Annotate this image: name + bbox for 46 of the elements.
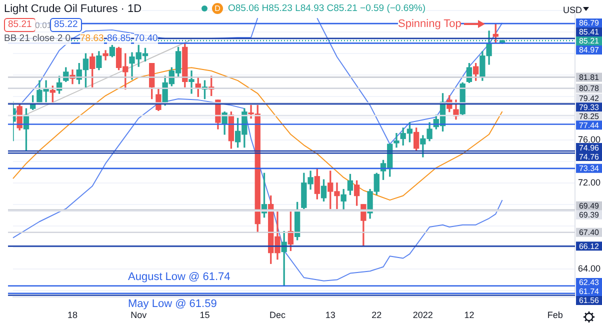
x-tick-label: Feb bbox=[547, 310, 563, 320]
ref-line-label: 61.74 bbox=[578, 287, 600, 296]
chart-title: Light Crude Oil Futures · 1D bbox=[4, 3, 142, 15]
ref-line-label: 67.40 bbox=[578, 228, 600, 238]
ref-line-label: 80.78 bbox=[578, 84, 600, 94]
ref-line-label: 74.76 bbox=[578, 152, 600, 162]
annotation: USD bbox=[563, 4, 582, 16]
ref-line-label: 84.97 bbox=[578, 46, 600, 55]
ref-line-label: 66.12 bbox=[578, 242, 600, 251]
ref-line-label: 77.44 bbox=[578, 120, 600, 130]
ref-line-label: 69.49 bbox=[578, 202, 600, 211]
annotation: 85.21 bbox=[4, 18, 36, 32]
x-tick-label: 12 bbox=[464, 310, 474, 320]
ref-line-label: 78.25 bbox=[578, 112, 600, 121]
annotation: 78.63 bbox=[80, 33, 104, 45]
x-tick-label: Dec bbox=[269, 310, 286, 320]
annotation: 85.22 bbox=[50, 18, 82, 32]
annotation: D bbox=[212, 3, 223, 14]
annotation: August Low @ 61.74 bbox=[128, 271, 230, 283]
ref-line-label: 73.34 bbox=[578, 164, 600, 174]
ref-line-label: 79.33 bbox=[578, 102, 600, 112]
x-tick-label: 18 bbox=[68, 310, 78, 320]
annotation: 70.40 bbox=[134, 33, 158, 45]
ref-line-label: 85.41 bbox=[578, 28, 600, 37]
annotation: 86.85 bbox=[107, 33, 131, 45]
ref-line-label: 69.39 bbox=[578, 210, 600, 220]
ref-line-label: 86.79 bbox=[578, 18, 600, 28]
x-tick-label: 13 bbox=[325, 310, 336, 320]
y-tick-label: 76.00 bbox=[578, 134, 601, 144]
y-tick-label: 72.00 bbox=[578, 177, 601, 188]
ref-line-label: 79.42 bbox=[578, 94, 600, 103]
annotation: BB 21 close 2 0 bbox=[4, 33, 71, 45]
ref-line-label: 61.56 bbox=[578, 296, 600, 306]
annotation: O85.06 H85.23 L84.93 C85.21 −0.59 (−0.69%) bbox=[228, 3, 426, 15]
x-tick-label: 15 bbox=[200, 310, 210, 320]
ref-line-label: 85.21 bbox=[578, 36, 600, 46]
x-tick-label: 22 bbox=[372, 310, 382, 320]
x-tick-label: 2022 bbox=[412, 310, 433, 320]
y-tick-label: 64.00 bbox=[578, 263, 601, 274]
x-tick-label: Nov bbox=[130, 310, 148, 320]
text: May Low @ 61.59 bbox=[128, 298, 217, 310]
annotation: Spinning Top bbox=[398, 18, 462, 30]
ref-line-label: 62.43 bbox=[578, 278, 600, 288]
annotation: 0.01 bbox=[35, 19, 52, 31]
ref-line-label: 81.81 bbox=[578, 72, 600, 82]
ref-line-label: 74.96 bbox=[578, 143, 600, 152]
